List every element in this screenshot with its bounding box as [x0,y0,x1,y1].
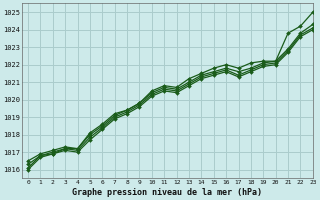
X-axis label: Graphe pression niveau de la mer (hPa): Graphe pression niveau de la mer (hPa) [72,188,262,197]
